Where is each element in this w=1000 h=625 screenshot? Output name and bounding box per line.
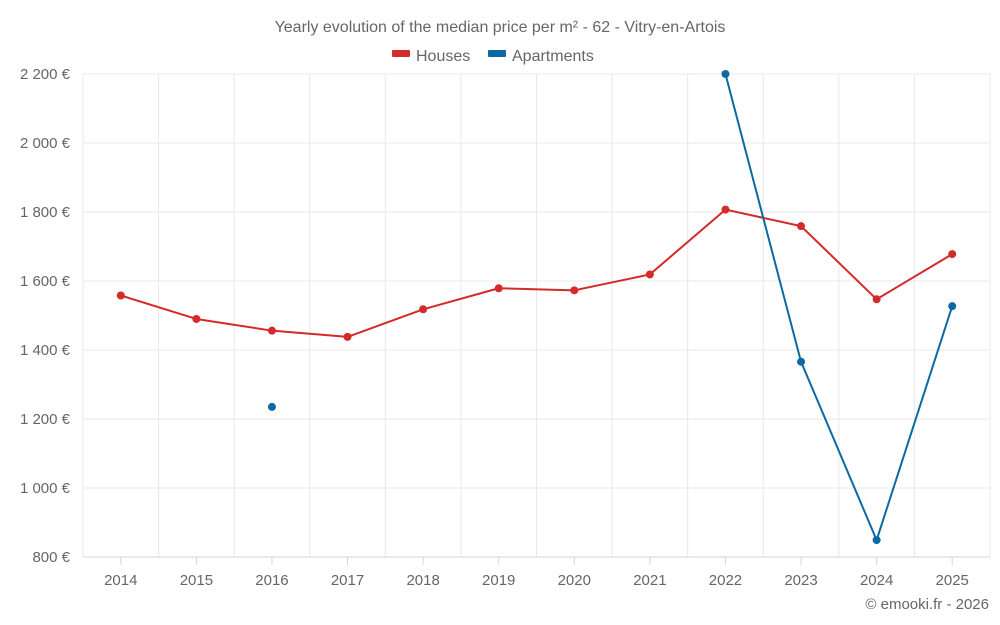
data-point-houses-2019[interactable] (494, 284, 503, 293)
legend-item-houses[interactable]: Houses (392, 48, 470, 65)
x-tick-label: 2022 (709, 572, 742, 589)
legend-label-apartments: Apartments (512, 48, 594, 65)
x-tick-label: 2024 (860, 572, 893, 589)
credit-text[interactable]: © emooki.fr - 2026 (865, 596, 989, 613)
y-tick-label: 1 400 € (20, 342, 71, 359)
x-gridlines (82, 74, 991, 557)
y-tick-label: 800 € (32, 549, 70, 566)
data-point-houses-2022[interactable] (721, 205, 730, 214)
y-tick-label: 1 000 € (20, 480, 71, 497)
y-tick-label: 2 000 € (20, 135, 71, 152)
series-houses (116, 205, 957, 341)
x-tick-label: 2014 (104, 572, 137, 589)
legend-swatch-apartments (488, 50, 506, 57)
y-tick-label: 1 200 € (20, 411, 71, 428)
series-group (116, 70, 957, 545)
x-tick-label: 2019 (482, 572, 515, 589)
y-tick-label: 2 200 € (20, 66, 71, 83)
series-line-houses (120, 208, 953, 338)
data-point-houses-2015[interactable] (192, 314, 201, 323)
legend-label-houses: Houses (416, 48, 470, 65)
x-tick-label: 2025 (936, 572, 969, 589)
data-point-apartments-2023[interactable] (797, 357, 806, 366)
legend-swatch-houses (392, 50, 410, 57)
series-line-apartments (724, 73, 954, 542)
x-tick-label: 2017 (331, 572, 364, 589)
x-tick-label: 2021 (633, 572, 666, 589)
y-axis-ticks: 800 € 1 000 € 1 200 € 1 400 € 1 600 € 1 800 €… (20, 66, 71, 566)
series-apartments (267, 70, 957, 545)
legend: Houses Apartments (392, 48, 594, 65)
legend-item-apartments[interactable]: Apartments (488, 48, 594, 65)
data-point-apartments-2024[interactable] (872, 536, 881, 545)
x-tick-label: 2018 (406, 572, 439, 589)
y-tick-label: 1 800 € (20, 204, 71, 221)
data-point-houses-2017[interactable] (343, 332, 352, 341)
data-point-houses-2020[interactable] (570, 286, 579, 295)
data-point-apartments-2016[interactable] (267, 402, 276, 411)
x-tick-label: 2020 (558, 572, 591, 589)
data-point-houses-2024[interactable] (872, 295, 881, 304)
x-tick-label: 2016 (255, 572, 288, 589)
x-axis-ticks: 2014 2015 2016 2017 2018 2019 2020 2021 2022 2023… (104, 557, 969, 589)
y-tick-label: 1 600 € (20, 273, 71, 290)
data-point-houses-2025[interactable] (948, 250, 957, 259)
data-point-apartments-2025[interactable] (948, 302, 957, 311)
data-point-houses-2021[interactable] (645, 270, 654, 279)
x-tick-label: 2023 (784, 572, 817, 589)
data-point-houses-2018[interactable] (419, 305, 428, 314)
chart-title: Yearly evolution of the median price per… (275, 19, 726, 36)
data-point-apartments-2022[interactable] (721, 70, 730, 78)
data-point-houses-2014[interactable] (116, 291, 125, 300)
data-point-houses-2023[interactable] (797, 222, 806, 231)
x-tick-label: 2015 (180, 572, 213, 589)
data-point-houses-2016[interactable] (267, 326, 276, 335)
